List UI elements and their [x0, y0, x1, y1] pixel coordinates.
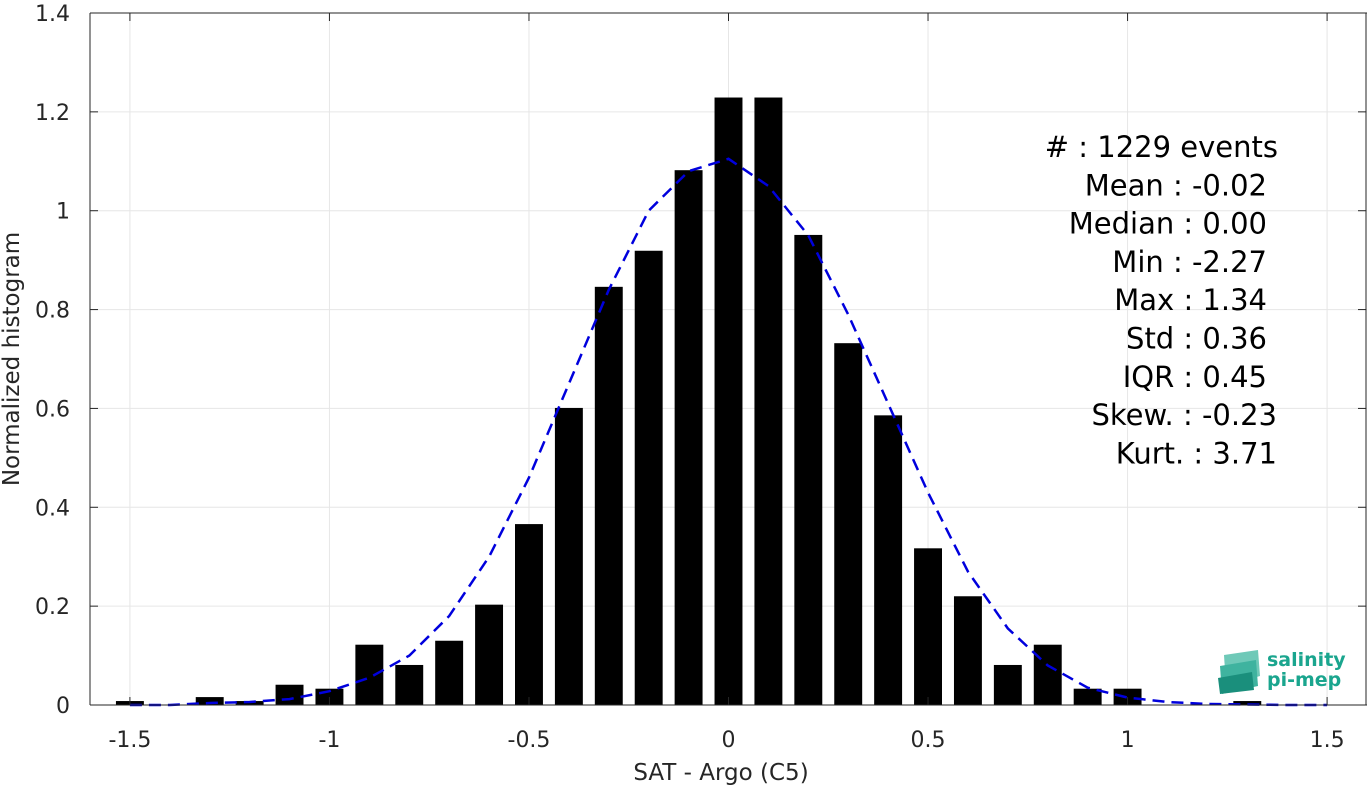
stat-line: Skew. : -0.23 [1091, 398, 1277, 432]
y-tick-label: 0.6 [35, 397, 70, 422]
stat-line: # : 1229 events [1045, 130, 1278, 164]
histogram-bar [914, 548, 942, 705]
x-tick-label: -1.5 [108, 728, 151, 753]
histogram-bar [554, 407, 583, 705]
y-tick-label: 0.8 [35, 299, 70, 324]
logo-line2: pi-mep [1267, 669, 1341, 691]
histogram-bar [195, 697, 224, 705]
x-tick-label: -1 [318, 728, 340, 753]
x-tick-label: -0.5 [508, 728, 551, 753]
salinity-pi-mep-logo: salinity pi-mep [1218, 649, 1346, 694]
y-tick-label: 1.4 [35, 2, 70, 27]
logo-wave-icon [1218, 650, 1260, 694]
histogram-bar [634, 250, 663, 705]
stat-line: Min : -2.27 [1112, 245, 1267, 279]
histogram-bar [993, 664, 1022, 705]
histogram-bar [674, 170, 703, 705]
stat-line: IQR : 0.45 [1123, 360, 1267, 394]
x-tick-label: 1.5 [1310, 728, 1345, 753]
histogram-bar [594, 286, 623, 705]
histogram-bar [874, 415, 903, 705]
histogram-bar [794, 234, 823, 706]
y-tick-label: 1 [56, 200, 70, 225]
histogram-bar [714, 97, 743, 706]
stat-line: Max : 1.34 [1114, 283, 1267, 317]
histogram-bar [515, 524, 543, 705]
histogram-bar [435, 640, 464, 705]
stats-annotations: # : 1229 events Mean : -0.02 Median : 0.00… [1045, 130, 1278, 470]
axes [89, 12, 1367, 706]
logo-line1: salinity [1267, 649, 1346, 671]
histogram-bar [395, 664, 424, 705]
bars [115, 97, 1262, 706]
x-axis-label: SAT - Argo (C5) [633, 760, 808, 786]
histogram-bar [1073, 688, 1102, 705]
y-tick-label: 0 [56, 694, 70, 719]
fit-curve-layer [129, 157, 1328, 707]
y-tick-label: 0.2 [35, 595, 70, 620]
histogram-bar [834, 343, 863, 705]
histogram-bar [355, 644, 384, 705]
y-tick-label: 1.2 [35, 101, 70, 126]
gaussian-fit-curve [129, 157, 1328, 707]
histogram-bar [475, 604, 504, 705]
stat-line: Median : 0.00 [1069, 207, 1267, 241]
histogram-bar [1233, 701, 1262, 705]
histogram-bar [1033, 644, 1062, 705]
tick-labels: -1.5 -1 -0.5 0 0.5 1 1.5 0 0.2 0.4 0.6 0.8 1 1.2 1.4 [35, 2, 1345, 753]
y-axis-label: Normalized histogram [0, 232, 25, 486]
stat-line: Mean : -0.02 [1085, 168, 1267, 202]
stat-line: Kurt. : 3.71 [1116, 436, 1277, 470]
x-tick-label: 0 [722, 728, 736, 753]
x-tick-label: 0.5 [911, 728, 946, 753]
stat-line: Std : 0.36 [1126, 322, 1267, 356]
histogram-bar [754, 97, 783, 706]
histogram-bar [1113, 688, 1142, 705]
histogram-bar [953, 596, 982, 705]
x-tick-label: 1 [1121, 728, 1135, 753]
y-tick-label: 0.4 [35, 496, 70, 521]
histogram-bar [275, 684, 304, 705]
